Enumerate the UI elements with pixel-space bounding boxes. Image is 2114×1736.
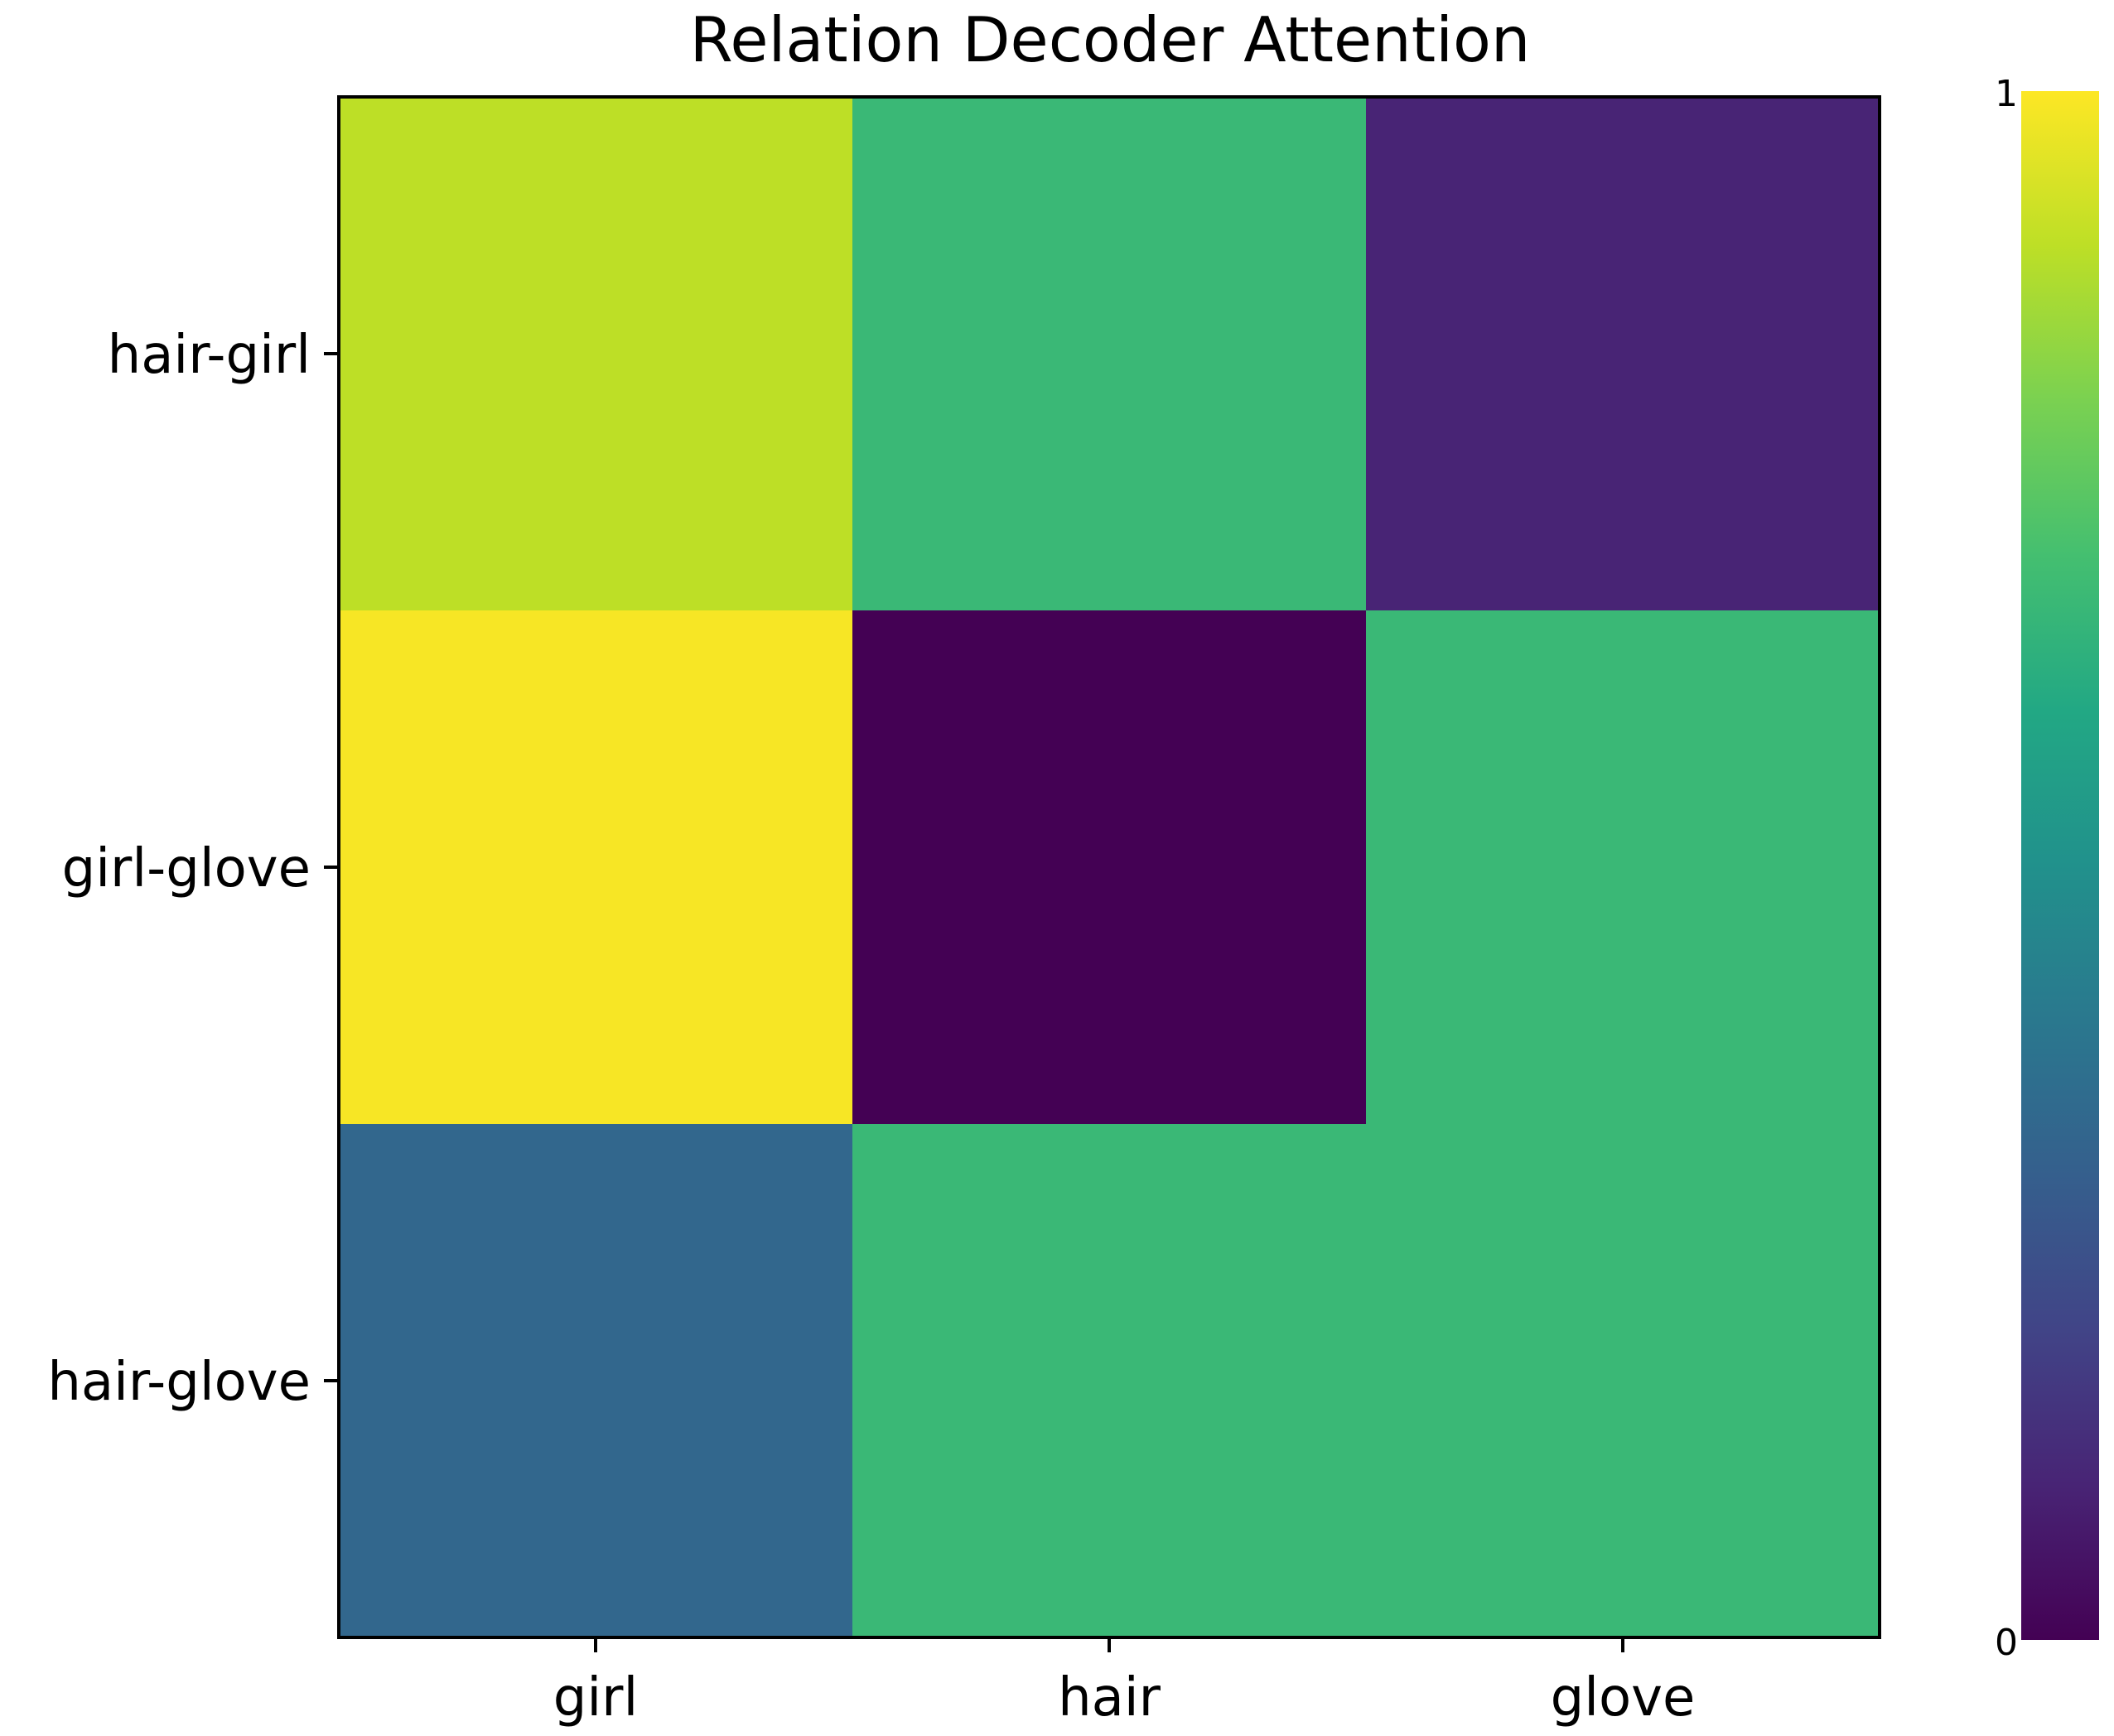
heatmap-cell-hair-girl-glove <box>1366 97 1880 611</box>
heatmap-cell-girl-glove-girl <box>339 610 853 1125</box>
heatmap-cell-hair-glove-hair <box>852 1124 1367 1638</box>
plot-frame <box>337 95 1881 1639</box>
colorbar-min-label: 0 <box>1995 1622 2018 1664</box>
x-tick-label: hair <box>1058 1667 1161 1729</box>
chart-title: Relation Decoder Attention <box>690 3 1531 76</box>
colorbar-max-label: 1 <box>1995 73 2018 115</box>
y-tick-label: hair-glove <box>47 1352 311 1413</box>
y-tick-label: girl-glove <box>62 838 311 899</box>
heatmap-cell-hair-glove-glove <box>1366 1124 1880 1638</box>
heatmap-cell-girl-glove-glove <box>1366 610 1880 1125</box>
colorbar-gradient <box>2021 91 2099 1640</box>
heatmap-cell-hair-girl-girl <box>339 97 853 611</box>
heatmap-cell-hair-glove-girl <box>339 1124 853 1638</box>
heatmap-cells <box>339 97 1880 1638</box>
heatmap-cell-girl-glove-hair <box>852 610 1367 1125</box>
y-tick-label: hair-girl <box>108 325 311 386</box>
x-tick-label: glove <box>1551 1667 1696 1729</box>
colorbar: 1 0 <box>1995 73 2099 1664</box>
axis-ticks: girl hair glove hair-girl girl-glove hair-glo… <box>47 325 1695 1729</box>
heatmap-cell-hair-girl-hair <box>852 97 1367 611</box>
x-tick-label: girl <box>553 1667 639 1729</box>
